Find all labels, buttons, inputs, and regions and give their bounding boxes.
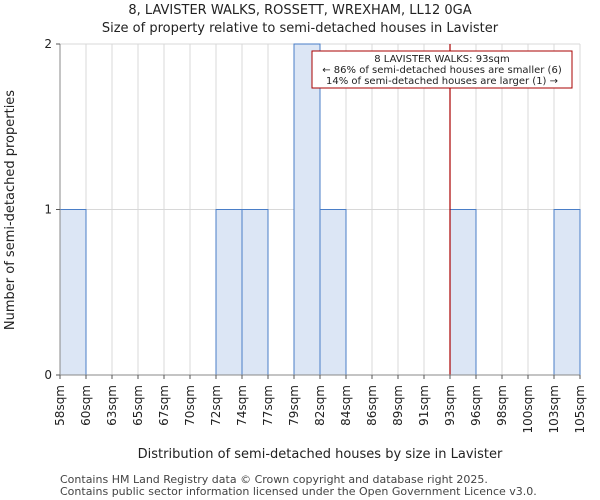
x-tick-label: 98sqm bbox=[495, 385, 509, 426]
annotation-line-2: ← 86% of semi-detached houses are smalle… bbox=[322, 65, 562, 76]
bar-103sqm bbox=[553, 209, 581, 376]
x-tick-label: 84sqm bbox=[339, 385, 353, 426]
x-tick-label: 91sqm bbox=[417, 385, 431, 426]
bar-93sqm bbox=[449, 209, 477, 376]
y-axis-label: Number of semi-detached properties bbox=[3, 90, 18, 330]
chart-title: 8, LAVISTER WALKS, ROSSETT, WREXHAM, LL1… bbox=[128, 3, 471, 18]
chart-subtitle: Size of property relative to semi-detach… bbox=[102, 21, 499, 36]
y-ticks: 0 1 2 bbox=[44, 37, 60, 382]
annotation-box bbox=[311, 50, 573, 89]
annotation-line-3: 14% of semi-detached houses are larger (… bbox=[326, 76, 558, 87]
x-tick-label: 93sqm bbox=[443, 385, 457, 426]
annotation: 8 LAVISTER WALKS: 93sqm ← 86% of semi-de… bbox=[311, 50, 573, 89]
x-tick-label: 82sqm bbox=[313, 385, 327, 426]
y-tick-label: 0 bbox=[44, 368, 52, 382]
bar-72sqm bbox=[215, 209, 243, 376]
y-tick-label: 2 bbox=[44, 37, 52, 51]
bars bbox=[59, 43, 581, 376]
x-tick-label: 58sqm bbox=[53, 385, 67, 426]
x-ticks: 58sqm 60sqm 63sqm 65sqm 67sqm 70sqm 72sqm 74sqm… bbox=[53, 375, 587, 433]
x-tick-label: 103sqm bbox=[547, 385, 561, 433]
x-tick-label: 65sqm bbox=[131, 385, 145, 426]
bar-79sqm bbox=[293, 43, 321, 376]
x-tick-label: 60sqm bbox=[79, 385, 93, 426]
x-tick-label: 74sqm bbox=[235, 385, 249, 426]
x-tick-label: 89sqm bbox=[391, 385, 405, 426]
footer-line-1: Contains HM Land Registry data © Crown c… bbox=[60, 473, 488, 486]
x-tick-label: 86sqm bbox=[365, 385, 379, 426]
x-tick-label: 105sqm bbox=[573, 385, 587, 433]
x-tick-label: 72sqm bbox=[209, 385, 223, 426]
x-tick-label: 63sqm bbox=[105, 385, 119, 426]
y-tick-label: 1 bbox=[44, 203, 52, 217]
bar-58sqm bbox=[59, 209, 87, 376]
bar-74sqm bbox=[241, 209, 269, 376]
annotation-line-1: 8 LAVISTER WALKS: 93sqm bbox=[374, 54, 509, 65]
x-tick-label: 100sqm bbox=[521, 385, 535, 433]
bar-82sqm bbox=[319, 209, 347, 376]
x-tick-label: 70sqm bbox=[183, 385, 197, 426]
x-tick-label: 96sqm bbox=[469, 385, 483, 426]
x-tick-label: 79sqm bbox=[287, 385, 301, 426]
footer-line-2: Contains public sector information licen… bbox=[60, 485, 537, 498]
x-tick-label: 67sqm bbox=[157, 385, 171, 426]
x-tick-label: 77sqm bbox=[261, 385, 275, 426]
x-axis-label: Distribution of semi-detached houses by … bbox=[138, 447, 503, 462]
